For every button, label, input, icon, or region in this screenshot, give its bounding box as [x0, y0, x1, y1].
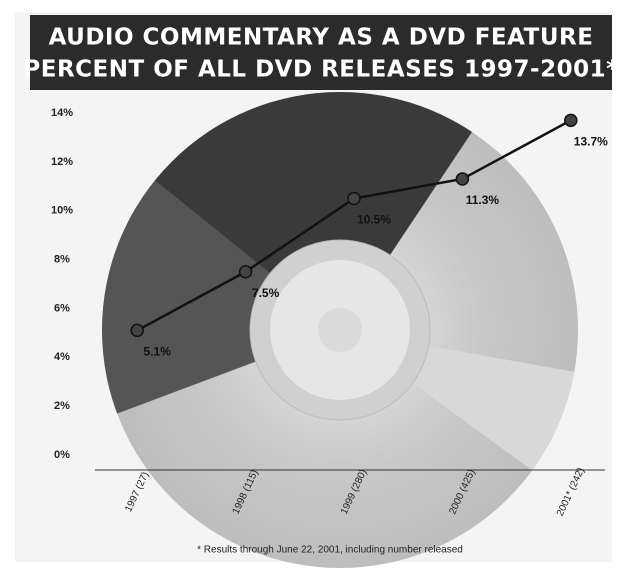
data-label: 5.1%: [144, 345, 172, 359]
y-tick-label: 4%: [54, 351, 70, 363]
data-label: 10.5%: [357, 213, 391, 227]
y-tick-label: 10%: [51, 205, 73, 217]
chart-subtitle: PERCENT OF ALL DVD RELEASES 1997-2001*: [23, 57, 618, 83]
data-point: [347, 191, 361, 206]
title-band: [30, 15, 612, 90]
y-tick-label: 6%: [54, 302, 70, 314]
y-tick-label: 8%: [54, 253, 70, 265]
chart-title: AUDIO COMMENTARY AS A DVD FEATURE: [49, 25, 594, 51]
y-tick-label: 14%: [51, 107, 73, 119]
data-point: [564, 113, 578, 128]
footnote: * Results through June 22, 2001, includi…: [197, 545, 463, 556]
data-label: 13.7%: [574, 135, 608, 149]
data-point: [130, 323, 144, 338]
y-tick-label: 2%: [54, 400, 70, 412]
data-point: [238, 265, 253, 279]
data-label: 11.3%: [466, 193, 500, 207]
y-tick-label: 12%: [51, 156, 73, 168]
data-label: 7.5%: [252, 286, 280, 300]
data-point: [455, 172, 470, 186]
y-tick-label: 0%: [54, 449, 70, 461]
